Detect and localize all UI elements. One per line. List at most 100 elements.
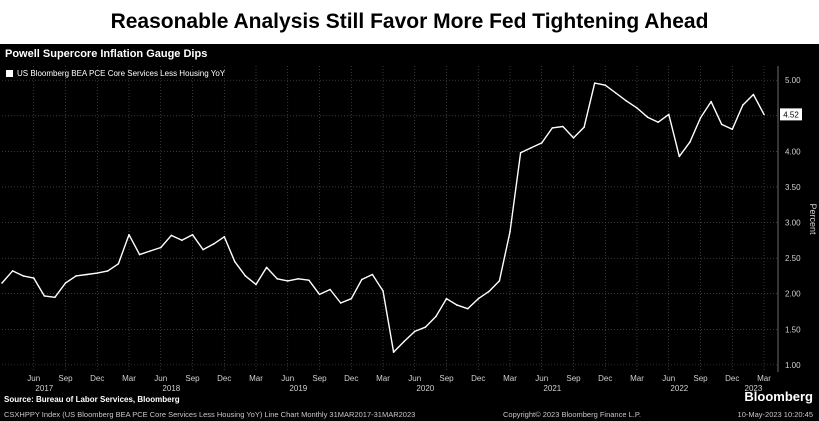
x-tick-label: Mar [122, 374, 136, 383]
data-point [720, 123, 723, 126]
data-point [371, 273, 374, 276]
x-tick-label: Jun [662, 374, 675, 383]
data-point [43, 295, 46, 297]
data-point [604, 84, 607, 86]
x-tick-label: Dec [471, 374, 485, 383]
y-tick-label: 5.00 [785, 76, 801, 85]
data-point [329, 288, 331, 291]
x-year-label: 2019 [289, 384, 307, 393]
data-point [223, 236, 226, 238]
legend-swatch [6, 70, 13, 77]
x-tick-label: Mar [376, 374, 390, 383]
x-tick-label: Sep [312, 374, 327, 383]
data-point [276, 278, 279, 280]
chart-panel: 1.001.502.002.503.003.504.004.505.00JunS… [0, 44, 819, 421]
data-point [382, 290, 384, 292]
data-point [424, 326, 427, 329]
data-point [191, 233, 194, 236]
x-tick-label: Sep [185, 374, 200, 383]
data-point [117, 263, 120, 265]
data-point [392, 351, 395, 353]
y-tick-label: 2.00 [785, 290, 801, 299]
y-tick-label: 1.00 [785, 361, 801, 370]
data-point [710, 100, 712, 103]
y-axis-title: Percent [808, 203, 818, 235]
data-point [1, 282, 3, 284]
x-tick-label: Mar [503, 374, 517, 383]
headline: Reasonable Analysis Still Favor More Fed… [0, 0, 819, 44]
data-point [583, 126, 585, 128]
data-point [234, 260, 236, 263]
x-tick-label: Jun [281, 374, 294, 383]
data-point [244, 275, 247, 277]
data-point [128, 233, 130, 236]
data-point [615, 92, 617, 94]
data-point [488, 290, 490, 293]
data-point [689, 141, 691, 143]
data-point [699, 117, 702, 119]
data-point [64, 282, 67, 284]
data-point [96, 272, 99, 274]
data-point [265, 266, 268, 269]
data-point [54, 296, 56, 299]
data-point [361, 278, 363, 281]
data-point [678, 155, 681, 158]
data-point [530, 147, 532, 149]
x-tick-label: Dec [725, 374, 739, 383]
data-point [742, 104, 744, 106]
x-tick-label: Jun [154, 374, 167, 383]
y-tick-label: 3.00 [785, 219, 801, 228]
bloomberg-logo: Bloomberg [744, 389, 813, 404]
last-value-badge [780, 108, 802, 121]
data-point [297, 278, 300, 280]
data-point [498, 280, 501, 282]
data-point [562, 125, 564, 128]
source-note: Source: Bureau of Labor Services, Bloomb… [4, 395, 180, 404]
data-point [181, 239, 183, 242]
x-year-label: 2020 [416, 384, 434, 393]
legend: US Bloomberg BEA PCE Core Services Less … [6, 69, 225, 78]
x-tick-label: Dec [344, 374, 358, 383]
data-point [646, 116, 649, 118]
data-point [752, 93, 755, 96]
x-tick-label: Mar [757, 374, 771, 383]
data-point [466, 307, 469, 310]
x-tick-label: Dec [90, 374, 104, 383]
x-year-label: 2023 [745, 384, 763, 393]
data-point [160, 246, 162, 249]
data-point [625, 100, 628, 102]
data-point [107, 270, 109, 272]
x-tick-label: Mar [630, 374, 644, 383]
data-point [477, 297, 480, 300]
data-point [509, 231, 511, 233]
data-point [445, 297, 448, 300]
data-point [763, 113, 765, 116]
x-tick-label: Jun [408, 374, 421, 383]
data-point [435, 315, 437, 318]
data-point [593, 82, 596, 84]
data-point [668, 113, 670, 116]
y-tick-label: 3.50 [785, 183, 801, 192]
data-point [456, 304, 458, 306]
data-point [731, 128, 734, 131]
data-point [255, 283, 257, 286]
data-point [138, 253, 141, 256]
legend-label: US Bloomberg BEA PCE Core Services Less … [17, 69, 226, 78]
data-point [287, 280, 289, 282]
data-point [11, 270, 14, 272]
data-point [551, 127, 554, 129]
data-point [149, 250, 151, 252]
footer-copyright: Copyright© 2023 Bloomberg Finance L.P. [503, 410, 641, 419]
data-point [636, 107, 638, 109]
data-point [318, 293, 321, 296]
x-tick-label: Sep [693, 374, 708, 383]
x-tick-label: Dec [217, 374, 231, 383]
data-point [414, 330, 416, 333]
chart-title: Powell Supercore Inflation Gauge Dips [5, 48, 208, 60]
data-point [22, 275, 25, 277]
data-point [212, 243, 215, 245]
x-tick-label: Dec [598, 374, 612, 383]
data-point [572, 137, 575, 139]
footer-timestamp: 10-May-2023 10:20:45 [737, 410, 813, 419]
data-point [75, 275, 77, 277]
